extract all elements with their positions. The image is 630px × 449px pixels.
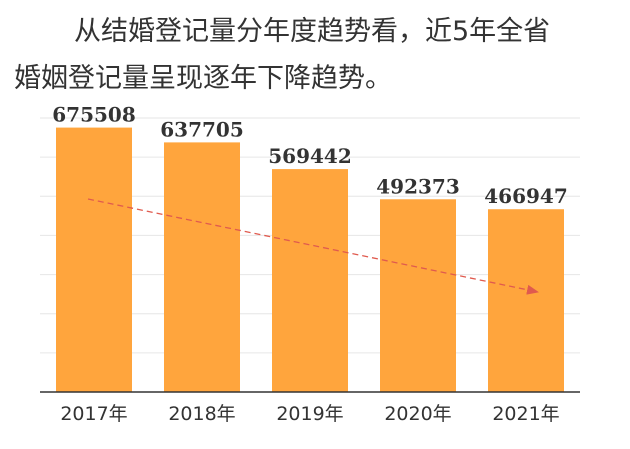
bars <box>56 127 564 393</box>
data-label: 466947 <box>484 184 568 208</box>
bar-2019年 <box>272 169 348 392</box>
bar-2018年 <box>164 142 240 392</box>
x-tick-label: 2017年 <box>60 403 127 425</box>
bar-2021年 <box>488 209 564 392</box>
x-tick-label: 2018年 <box>168 403 235 425</box>
data-label: 569442 <box>268 144 352 168</box>
data-label: 675508 <box>52 103 136 127</box>
x-tick-label: 2021年 <box>492 403 559 425</box>
caption-line-1: 从结婚登记量分年度趋势看，近5年全省 <box>74 16 551 47</box>
data-labels: 675508 637705 569442 492373 466947 <box>52 103 568 209</box>
x-tick-label: 2020年 <box>384 403 451 425</box>
caption-line-2: 婚姻登记量呈现逐年下降趋势。 <box>14 63 392 94</box>
bar-2017年 <box>56 127 132 393</box>
bar-2020年 <box>380 199 456 392</box>
chart-caption: 从结婚登记量分年度趋势看，近5年全省 婚姻登记量呈现逐年下降趋势。 <box>0 0 630 110</box>
data-label: 492373 <box>376 174 460 198</box>
x-tick-label: 2019年 <box>276 403 343 425</box>
x-axis-tick-labels: 2017年 2018年 2019年 2020年 2021年 <box>60 403 559 425</box>
data-label: 637705 <box>160 117 244 141</box>
trend-arrow <box>87 198 539 295</box>
